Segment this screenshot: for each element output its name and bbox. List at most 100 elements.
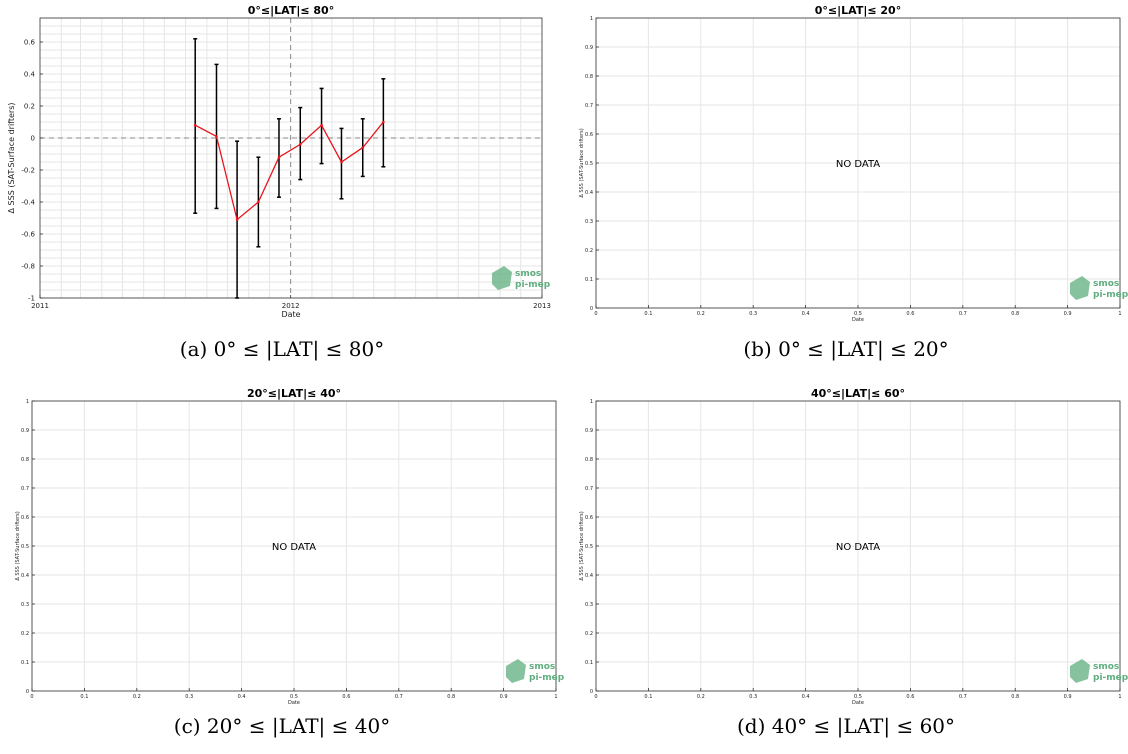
logo-text-smos: smos <box>1093 662 1119 672</box>
y-tick-label: 0.2 <box>585 248 593 254</box>
y-tick-label: 0.3 <box>21 602 29 608</box>
y-tick-label: 0.6 <box>24 38 36 46</box>
data-point <box>382 120 385 124</box>
y-tick-label: 0.6 <box>21 515 29 521</box>
y-tick-label: 0 <box>590 306 593 312</box>
x-tick-label: 0.7 <box>959 694 967 700</box>
x-tick-label: 2013 <box>533 302 551 310</box>
logo-mark-icon <box>1070 276 1090 300</box>
x-tick-label: 2012 <box>282 302 300 310</box>
x-tick-label: 0.4 <box>802 311 810 317</box>
no-data-label: NO DATA <box>836 159 880 170</box>
y-tick-label: -1 <box>28 294 35 302</box>
y-tick-label: 1 <box>590 16 593 22</box>
x-axis-label: Date <box>852 700 864 706</box>
x-tick-label: 0 <box>594 311 597 317</box>
data-point <box>193 123 197 127</box>
x-tick-label: 0.6 <box>342 694 350 700</box>
x-tick-label: 0.5 <box>854 311 862 317</box>
x-tick-label: 1 <box>554 694 557 700</box>
y-tick-label: 0.8 <box>21 457 29 463</box>
logo-text-pi-mep: pi-mep <box>529 673 565 683</box>
chart-title: 0°≤|LAT|≤ 20° <box>815 4 901 17</box>
y-tick-label: -0.2 <box>21 166 35 174</box>
no-data-label: NO DATA <box>836 542 880 553</box>
x-tick-label: 0.7 <box>959 311 967 317</box>
y-tick-label: 0.4 <box>24 70 36 78</box>
y-tick-label: -0.8 <box>21 262 35 270</box>
x-tick-label: 0.8 <box>447 694 455 700</box>
chart-title: 20°≤|LAT|≤ 40° <box>247 387 341 400</box>
data-point <box>320 123 323 127</box>
x-tick-label: 0.5 <box>854 694 862 700</box>
x-tick-label: 0.1 <box>644 694 652 700</box>
caption-c: (c) 20° ≤ |LAT| ≤ 40° <box>173 714 391 738</box>
y-tick-label: 0.4 <box>21 573 29 579</box>
x-tick-label: 0.5 <box>290 694 298 700</box>
y-tick-label: -0.4 <box>21 198 35 206</box>
chart-a-svg: 2011 2012 2013 -1 -0.8 -0.6 -0.4 -0.2 0 0.2 0.4 0.6… <box>7 4 551 319</box>
y-tick-label: 0.1 <box>585 660 593 666</box>
x-tick-label: 2011 <box>31 302 49 310</box>
chart-b-svg: 0 0.1 0.2 0.3 0.4 0.5 0.6 0.7 0.8 0.9 1 0 0.1 0.2 0.3 0… <box>579 4 1128 323</box>
y-tick-label: 0.7 <box>21 486 29 492</box>
y-tick-label: 0.9 <box>585 428 593 434</box>
logo-text-pi-mep: pi-mep <box>515 280 551 290</box>
data-series-line <box>194 121 384 221</box>
chart-title: 0°≤|LAT|≤ 80° <box>248 4 334 17</box>
x-tick-label: 0.2 <box>133 694 141 700</box>
y-tick-label: 0.5 <box>21 544 29 550</box>
x-tick-label: 0.1 <box>80 694 88 700</box>
y-tick-label: -0.6 <box>21 230 35 238</box>
caption-b: (b) 0° ≤ |LAT| ≤ 20° <box>743 337 949 361</box>
chart-d-svg: 0 0.1 0.2 0.3 0.4 0.5 0.6 0.7 0.8 0.9 1 0 0.1 0.2 0.3 0… <box>579 387 1128 706</box>
y-tick-label: 0 <box>26 689 29 695</box>
y-tick-label: 0.6 <box>585 132 593 138</box>
y-tick-label: 0.1 <box>21 660 29 666</box>
y-axis-label: Δ SSS (SAT-Surface drifters) <box>579 128 585 197</box>
x-tick-label: 0.4 <box>802 694 810 700</box>
y-tick-label: 0.7 <box>585 486 593 492</box>
chart-panel-d: 0 0.1 0.2 0.3 0.4 0.5 0.6 0.7 0.8 0.9 1 0 0.1 0.2 0.3 0… <box>564 377 1128 754</box>
y-axis-label: Δ SSS (SAT-Surface drifters) <box>15 511 21 580</box>
y-tick-label: 0.4 <box>585 573 593 579</box>
x-tick-label: 0.3 <box>749 694 757 700</box>
y-tick-label: 0.3 <box>585 219 593 225</box>
x-tick-label: 0.2 <box>697 311 705 317</box>
y-tick-label: 0.4 <box>585 190 593 196</box>
y-tick-label: 1 <box>590 399 593 405</box>
y-tick-label: 0 <box>31 134 35 142</box>
y-tick-label: 0.5 <box>585 544 593 550</box>
y-tick-label: 0.3 <box>585 602 593 608</box>
x-tick-label: 0.1 <box>644 311 652 317</box>
chart-panel-c: 0 0.1 0.2 0.3 0.4 0.5 0.6 0.7 0.8 0.9 1 0 0.1 0.2 0.3 0… <box>0 377 565 754</box>
x-tick-label: 0.8 <box>1011 694 1019 700</box>
x-tick-label: 0.3 <box>749 311 757 317</box>
data-point <box>257 200 260 204</box>
data-point <box>215 135 218 138</box>
logo-mark-icon <box>1070 659 1090 683</box>
data-point <box>277 155 281 159</box>
x-tick-label: 1 <box>1118 311 1121 317</box>
x-axis-label: Date <box>852 317 864 323</box>
x-tick-label: 0.2 <box>697 694 705 700</box>
y-tick-label: 0.9 <box>21 428 29 434</box>
y-tick-label: 0.5 <box>585 161 593 167</box>
data-point <box>361 146 365 149</box>
data-point <box>340 160 343 164</box>
x-tick-label: 0.4 <box>238 694 246 700</box>
x-tick-label: 0.8 <box>1011 311 1019 317</box>
x-tick-label: 0.6 <box>906 694 914 700</box>
logo-text-smos: smos <box>529 662 555 672</box>
y-tick-label: 0.2 <box>24 102 35 110</box>
chart-panel-a: 2011 2012 2013 -1 -0.8 -0.6 -0.4 -0.2 0 0.2 0.4 0.6… <box>0 0 564 377</box>
y-tick-label: 1 <box>26 399 29 405</box>
logo-mark-icon <box>506 659 526 683</box>
y-tick-label: 0.2 <box>585 631 593 637</box>
data-point <box>298 143 302 146</box>
logo-text-pi-mep: pi-mep <box>1093 290 1128 300</box>
